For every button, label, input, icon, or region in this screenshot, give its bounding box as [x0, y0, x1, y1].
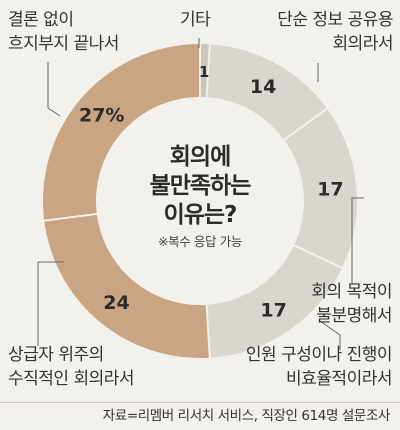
category-label-no-conclusion: 결론 없이 흐지부지 끝나서	[8, 8, 119, 56]
slice-values: 1 14 17 17 24 27%	[79, 63, 344, 321]
center-title-line-1: 회의에	[170, 144, 230, 170]
category-label-info-sharing-line-2: 회의라서	[332, 34, 393, 54]
category-label-no-conclusion-line-1: 결론 없이	[8, 10, 74, 30]
slice-inefficient	[207, 246, 342, 358]
value-label-unclear-purpose: 17	[317, 179, 343, 201]
leader-lines	[37, 38, 364, 350]
category-label-vertical-line-1: 상급자 위주의	[8, 345, 104, 365]
category-label-etc: 기타	[180, 8, 211, 32]
category-label-unclear-purpose-line-1: 회의 목적이	[311, 282, 392, 302]
category-label-info-sharing: 단순 정보 공유용 회의라서	[245, 8, 393, 56]
slice-vertical	[44, 215, 209, 358]
category-label-inefficient-line-1: 인원 구성이나 진행이	[245, 345, 393, 365]
leader-inefficient	[319, 320, 341, 350]
value-label-vertical: 24	[103, 292, 129, 314]
category-label-unclear-purpose-line-2: 불분명해서	[316, 306, 392, 326]
category-label-inefficient: 인원 구성이나 진행이 비효율적이라서	[195, 343, 393, 391]
category-label-etc-line-1: 기타	[180, 10, 211, 30]
leader-no-conclusion	[47, 62, 61, 117]
value-label-no-conclusion: 27%	[79, 104, 124, 126]
donut-chart: 1 14 17 17 24 27% 회의에 불만족하는 이유는? ※복수 응답 가능	[37, 38, 364, 358]
center-note: ※복수 응답 가능	[158, 234, 242, 249]
source-note: 자료=리멤버 리서치 서비스, 직장인 614명 설문조사	[0, 402, 400, 429]
category-label-vertical-line-2: 수직적인 회의라서	[8, 369, 135, 389]
leader-unclear-purpose	[351, 197, 364, 283]
value-label-etc: 1	[199, 63, 209, 81]
slice-info-sharing	[207, 44, 327, 140]
value-label-info-sharing: 14	[250, 76, 276, 98]
center-text: 회의에 불만족하는 이유는? ※복수 응답 가능	[150, 144, 253, 249]
slice-no-conclusion	[42, 44, 200, 220]
category-label-no-conclusion-line-2: 흐지부지 끝나서	[8, 34, 119, 54]
category-label-info-sharing-line-1: 단순 정보 공유용	[277, 10, 393, 30]
value-label-inefficient: 17	[260, 299, 286, 321]
leader-vertical	[37, 261, 64, 346]
category-label-inefficient-line-2: 비효율적이라서	[286, 369, 392, 389]
donut-slices	[42, 44, 358, 358]
center-title-line-3: 이유는?	[164, 202, 237, 228]
slice-unclear-purpose	[284, 109, 358, 267]
center-title-line-2: 불만족하는	[150, 173, 252, 199]
category-label-unclear-purpose: 회의 목적이 불분명해서	[280, 280, 392, 328]
category-label-vertical: 상급자 위주의 수직적인 회의라서	[8, 343, 135, 391]
slice-etc	[200, 44, 209, 98]
